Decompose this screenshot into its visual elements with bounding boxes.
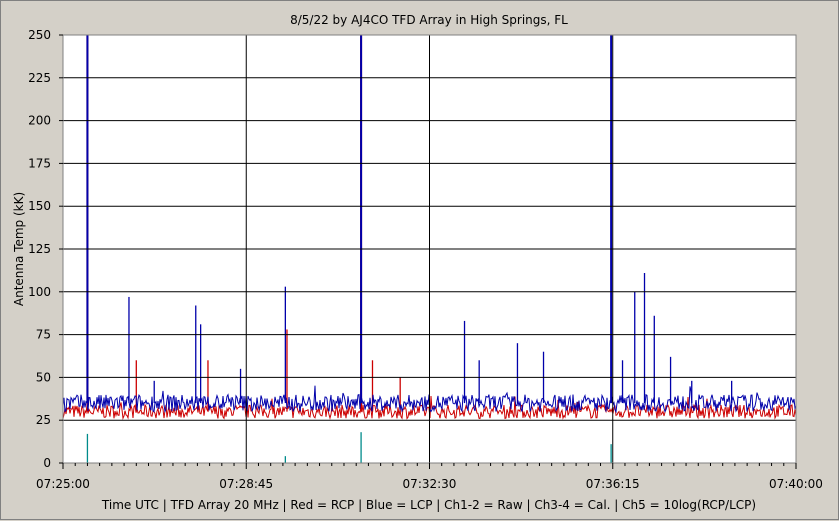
y-tick-label: 100	[28, 285, 51, 299]
x-tick-label: 07:32:30	[403, 477, 457, 491]
y-tick-label: 200	[28, 114, 51, 128]
y-tick-label: 175	[28, 156, 51, 170]
x-tick-label: 07:40:00	[769, 477, 823, 491]
y-tick-label: 225	[28, 71, 51, 85]
x-tick-label: 07:28:45	[219, 477, 273, 491]
y-tick-label: 0	[43, 456, 51, 470]
y-tick-label: 25	[36, 413, 51, 427]
y-tick-label: 75	[36, 328, 51, 342]
x-tick-label: 07:25:00	[36, 477, 90, 491]
y-tick-label: 250	[28, 28, 51, 42]
series-2	[86, 432, 612, 463]
y-tick-label: 150	[28, 199, 51, 213]
chart-title: 8/5/22 by AJ4CO TFD Array in High Spring…	[290, 13, 568, 27]
x-tick-label: 07:36:15	[586, 477, 640, 491]
x-axis-label: Time UTC | TFD Array 20 MHz | Red = RCP …	[101, 498, 756, 512]
y-tick-label: 50	[36, 370, 51, 384]
y-tick-label: 125	[28, 242, 51, 256]
y-axis-label: Antenna Temp (kK)	[12, 192, 26, 306]
